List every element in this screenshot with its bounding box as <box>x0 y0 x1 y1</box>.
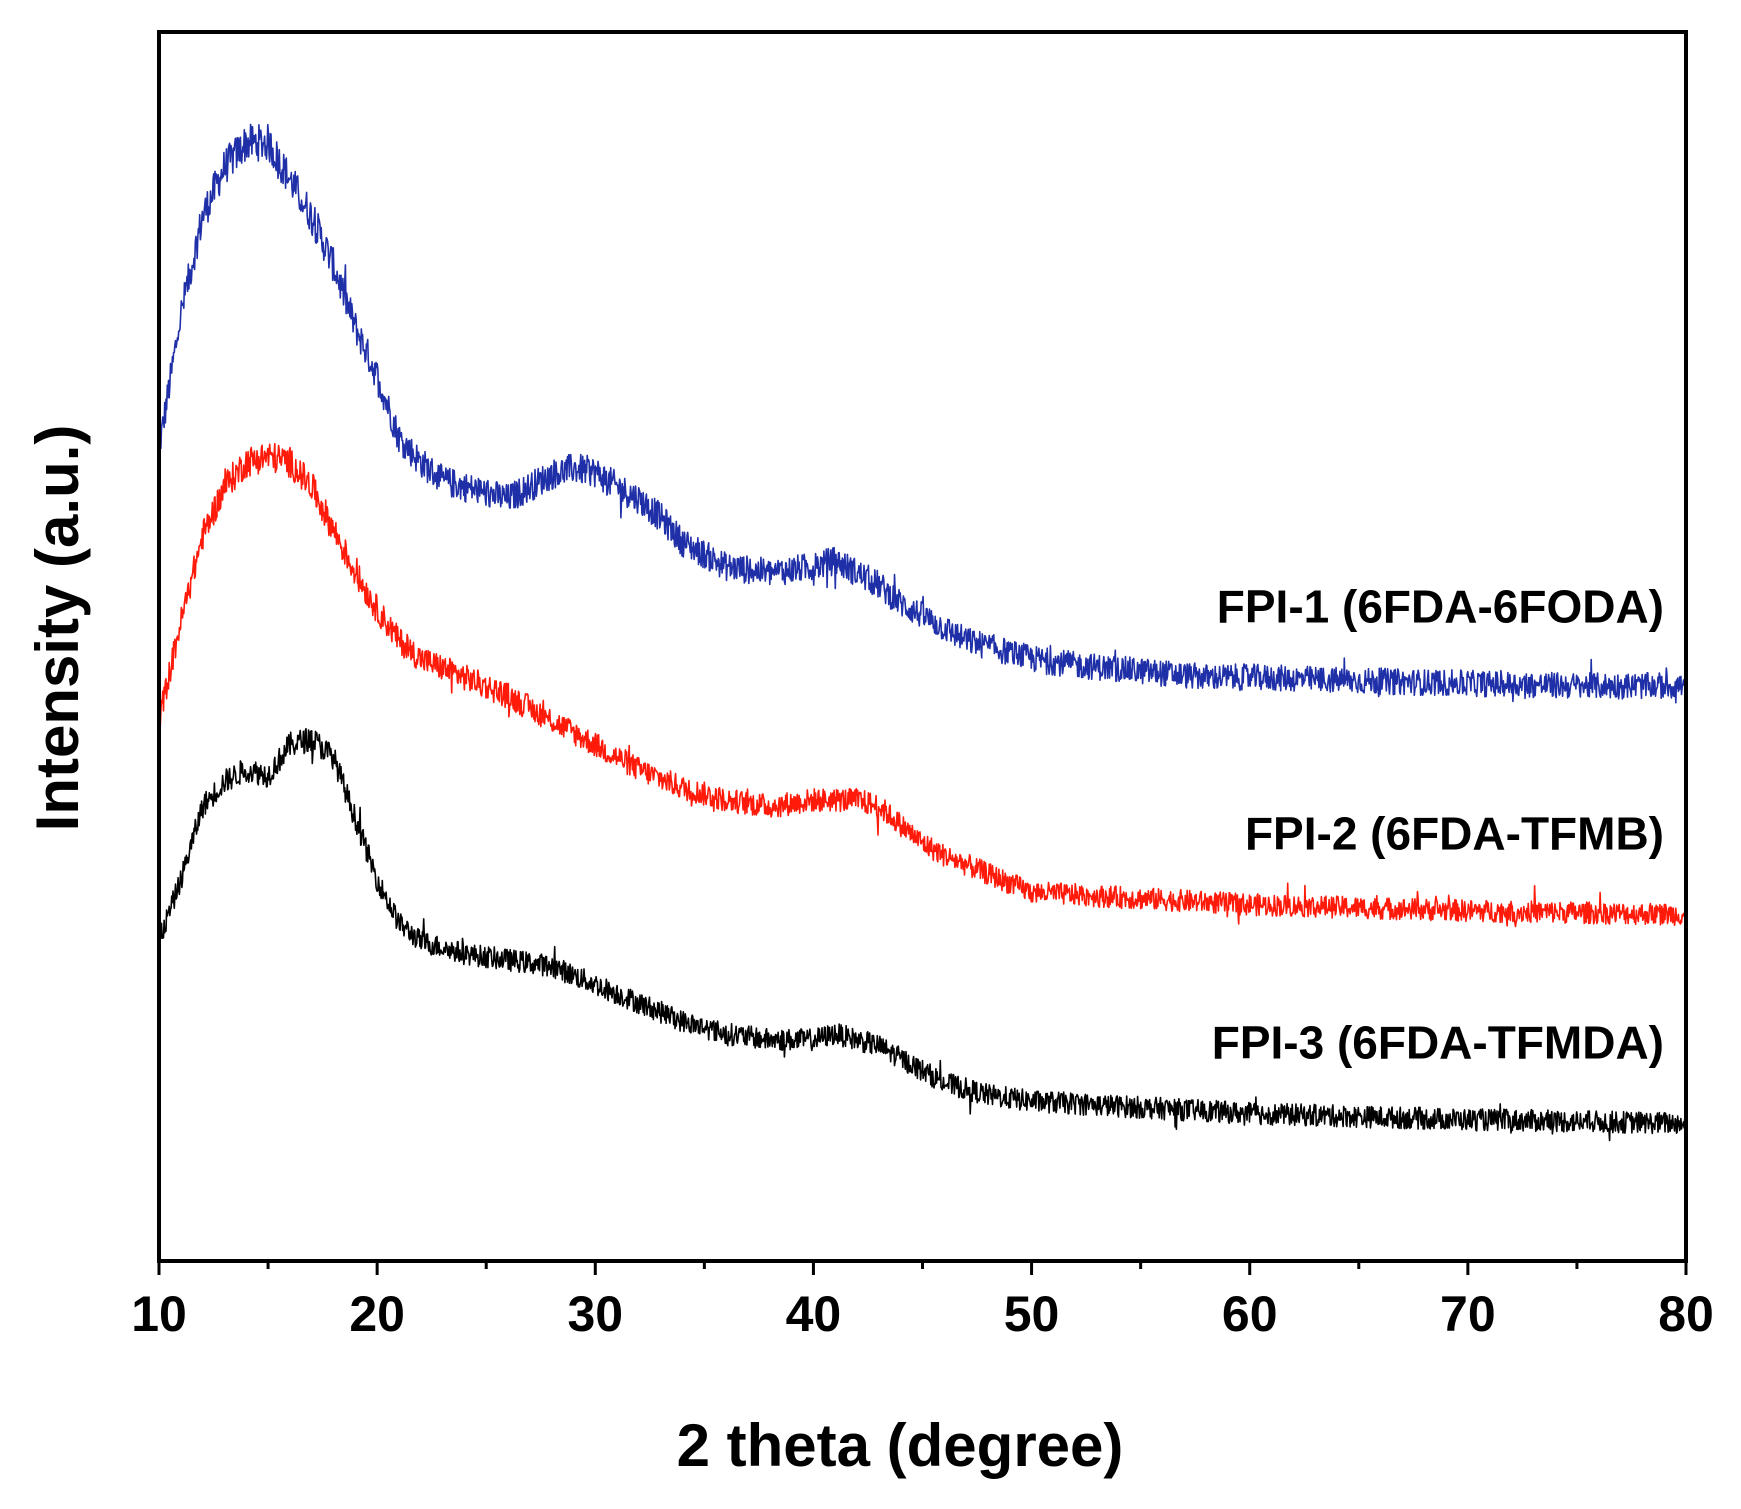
x-tick-label-40: 40 <box>786 1286 842 1342</box>
series-line-fpi-3-6fda-tfmda <box>158 727 1687 1142</box>
x-tick-label-70: 70 <box>1440 1286 1496 1342</box>
x-tick-label-60: 60 <box>1222 1286 1278 1342</box>
x-tick-label-10: 10 <box>131 1286 187 1342</box>
series-label-fpi-2-6fda-tfmb: FPI-2 (6FDA-TFMB) <box>1245 808 1664 860</box>
y-axis-title: Intensity (a.u.) <box>24 425 91 832</box>
x-axis: 10 20 30 40 50 60 70 80 <box>131 1261 1714 1342</box>
x-tick-label-20: 20 <box>349 1286 405 1342</box>
series-label-fpi-1-6fda-6foda: FPI-1 (6FDA-6FODA) <box>1217 580 1664 632</box>
series-line-fpi-2-6fda-tfmb <box>158 442 1687 928</box>
x-tick-label-50: 50 <box>1004 1286 1060 1342</box>
x-tick-label-80: 80 <box>1658 1286 1714 1342</box>
series-labels: FPI-1 (6FDA-6FODA) FPI-2 (6FDA-TFMB) FPI-3… <box>1212 580 1664 1068</box>
series-layer <box>158 123 1687 1142</box>
series-label-fpi-3-6fda-tfmda: FPI-3 (6FDA-TFMDA) <box>1212 1016 1664 1068</box>
series-line-fpi-1-6fda-6foda <box>158 123 1687 704</box>
x-tick-label-30: 30 <box>567 1286 623 1342</box>
plot-frame <box>157 30 1688 1263</box>
x-axis-title: 2 theta (degree) <box>677 1412 1124 1479</box>
